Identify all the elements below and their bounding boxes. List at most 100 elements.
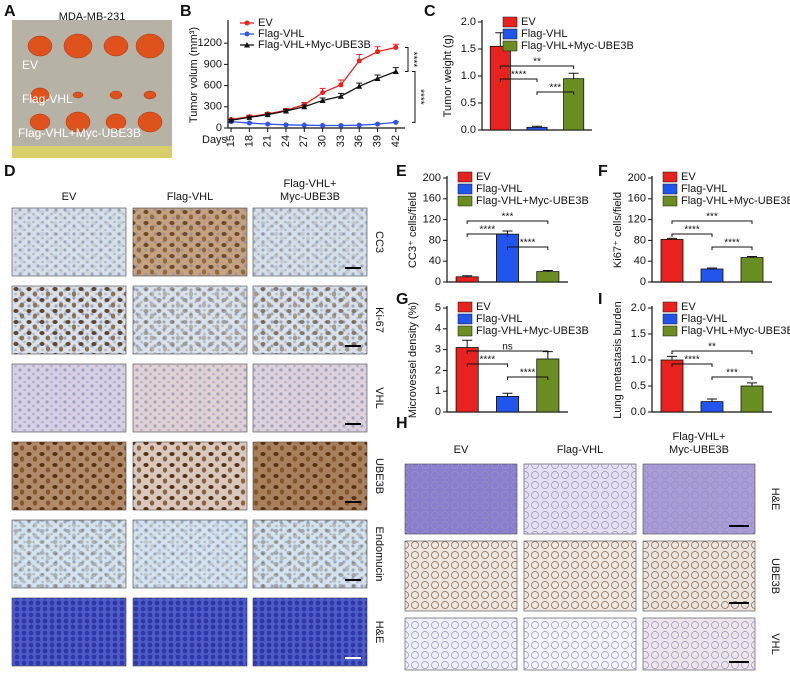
significance-bracket	[536, 91, 575, 95]
marker	[301, 103, 308, 110]
significance-bracket	[507, 376, 549, 380]
legend-label: Flag-VHL+Myc-UBE3B	[476, 195, 589, 207]
y-tick-label: 0	[435, 276, 441, 288]
y-tick-label: 2.0	[461, 16, 476, 28]
y-axis-label: CC3⁺ cells/field	[407, 192, 419, 268]
significance-bracket	[412, 70, 416, 123]
marker	[282, 108, 289, 114]
ihc-row-label: Ki-67	[373, 307, 385, 333]
y-axis-label: Tumor weight (g)	[442, 35, 454, 118]
panel-letter: C	[424, 3, 436, 20]
x-tick-label: 39	[371, 135, 383, 147]
significance-bracket	[466, 233, 508, 237]
marker	[228, 117, 235, 123]
tumor	[105, 113, 127, 131]
lung-column-label: Flag-VHL	[557, 444, 603, 456]
lung-texture	[643, 541, 755, 611]
ihc-row-label: UBE3B	[373, 458, 385, 494]
significance-bracket	[466, 220, 549, 224]
legend-label: Flag-VHL+Myc-UBE3B	[681, 195, 790, 207]
y-tick-label: 5	[435, 302, 441, 314]
y-tick-label: 300	[204, 101, 222, 113]
legend-label: Flag-VHL	[681, 313, 727, 325]
bar	[700, 268, 724, 283]
y-axis-label: Lung metastasis burden	[612, 301, 624, 418]
panel-letter: F	[598, 163, 608, 180]
error-bar	[462, 275, 473, 277]
significance-bracket	[466, 363, 508, 367]
legend-marker	[244, 20, 250, 26]
legend-marker	[244, 42, 250, 48]
tumor	[27, 35, 53, 57]
y-tick-label: 1	[435, 385, 441, 397]
marker	[375, 49, 381, 55]
legend-swatch	[662, 325, 678, 337]
y-tick-label: 0	[216, 122, 222, 134]
ihc-texture	[133, 364, 247, 432]
bar	[740, 385, 764, 413]
legend-label: EV	[476, 301, 491, 313]
panel-letter: D	[4, 163, 16, 180]
marker	[265, 121, 271, 127]
y-tick-label: 0.5	[461, 97, 476, 109]
significance-label: ****	[511, 70, 527, 81]
lung-texture	[405, 464, 517, 534]
significance-bracket	[499, 65, 575, 69]
significance-label: ****	[684, 225, 700, 236]
tumor	[135, 33, 165, 59]
legend-swatch	[457, 195, 473, 207]
lung-texture	[643, 464, 755, 534]
photo-title: MDA-MB-231	[59, 11, 126, 23]
x-tick-label: 27	[298, 135, 310, 147]
legend-swatch	[662, 195, 678, 207]
legend-label: Flag-VHL	[476, 313, 522, 325]
lung-texture	[524, 464, 636, 534]
x-tick-label: 15	[225, 135, 237, 147]
legend-swatch	[457, 171, 473, 183]
marker	[356, 58, 362, 64]
bar	[660, 359, 684, 413]
series-line	[230, 70, 397, 121]
y-tick-label: 200	[423, 172, 441, 184]
error-bar	[462, 339, 473, 348]
bar	[455, 347, 479, 413]
y-tick-label: 4	[435, 323, 441, 335]
legend-label: EV	[521, 16, 536, 28]
ihc-row-label: H&E	[373, 621, 385, 644]
significance-label: **	[708, 342, 716, 353]
y-tick-label: 2	[435, 364, 441, 376]
tumor	[103, 35, 129, 57]
y-tick-label: 3	[435, 344, 441, 356]
ihc-stain	[133, 286, 247, 354]
legend-label: Flag-VHL	[476, 183, 522, 195]
marker	[356, 122, 362, 128]
error-bar	[667, 237, 677, 240]
panel-letter: A	[4, 3, 16, 20]
y-tick-label: 0	[640, 276, 646, 288]
legend-label: Flag-VHL	[681, 183, 727, 195]
panel-letter: H	[396, 415, 408, 432]
legend-swatch	[662, 313, 678, 325]
y-tick-label: 0.0	[631, 406, 646, 418]
legend-swatch	[662, 171, 678, 183]
bar	[496, 395, 519, 413]
ihc-column-label: EV	[62, 191, 77, 203]
ihc-stain	[133, 208, 247, 276]
marker	[393, 119, 399, 125]
y-axis-label: Microvessel density (%)	[407, 302, 419, 418]
legend-label: EV	[681, 301, 696, 313]
legend-swatch	[502, 16, 518, 28]
error-bar	[747, 256, 757, 258]
marker	[337, 93, 344, 99]
panel-letter: G	[396, 291, 408, 308]
significance-label: ns	[502, 342, 513, 353]
ihc-column-label: Myc-UBE3B	[280, 191, 340, 203]
significance-bracket	[711, 246, 753, 250]
marker	[246, 114, 253, 120]
y-tick-label: 160	[628, 193, 646, 205]
y-tick-label: 120	[628, 214, 646, 226]
significance-bracket	[507, 246, 549, 250]
tumor	[109, 90, 123, 100]
legend-swatch	[457, 325, 473, 337]
